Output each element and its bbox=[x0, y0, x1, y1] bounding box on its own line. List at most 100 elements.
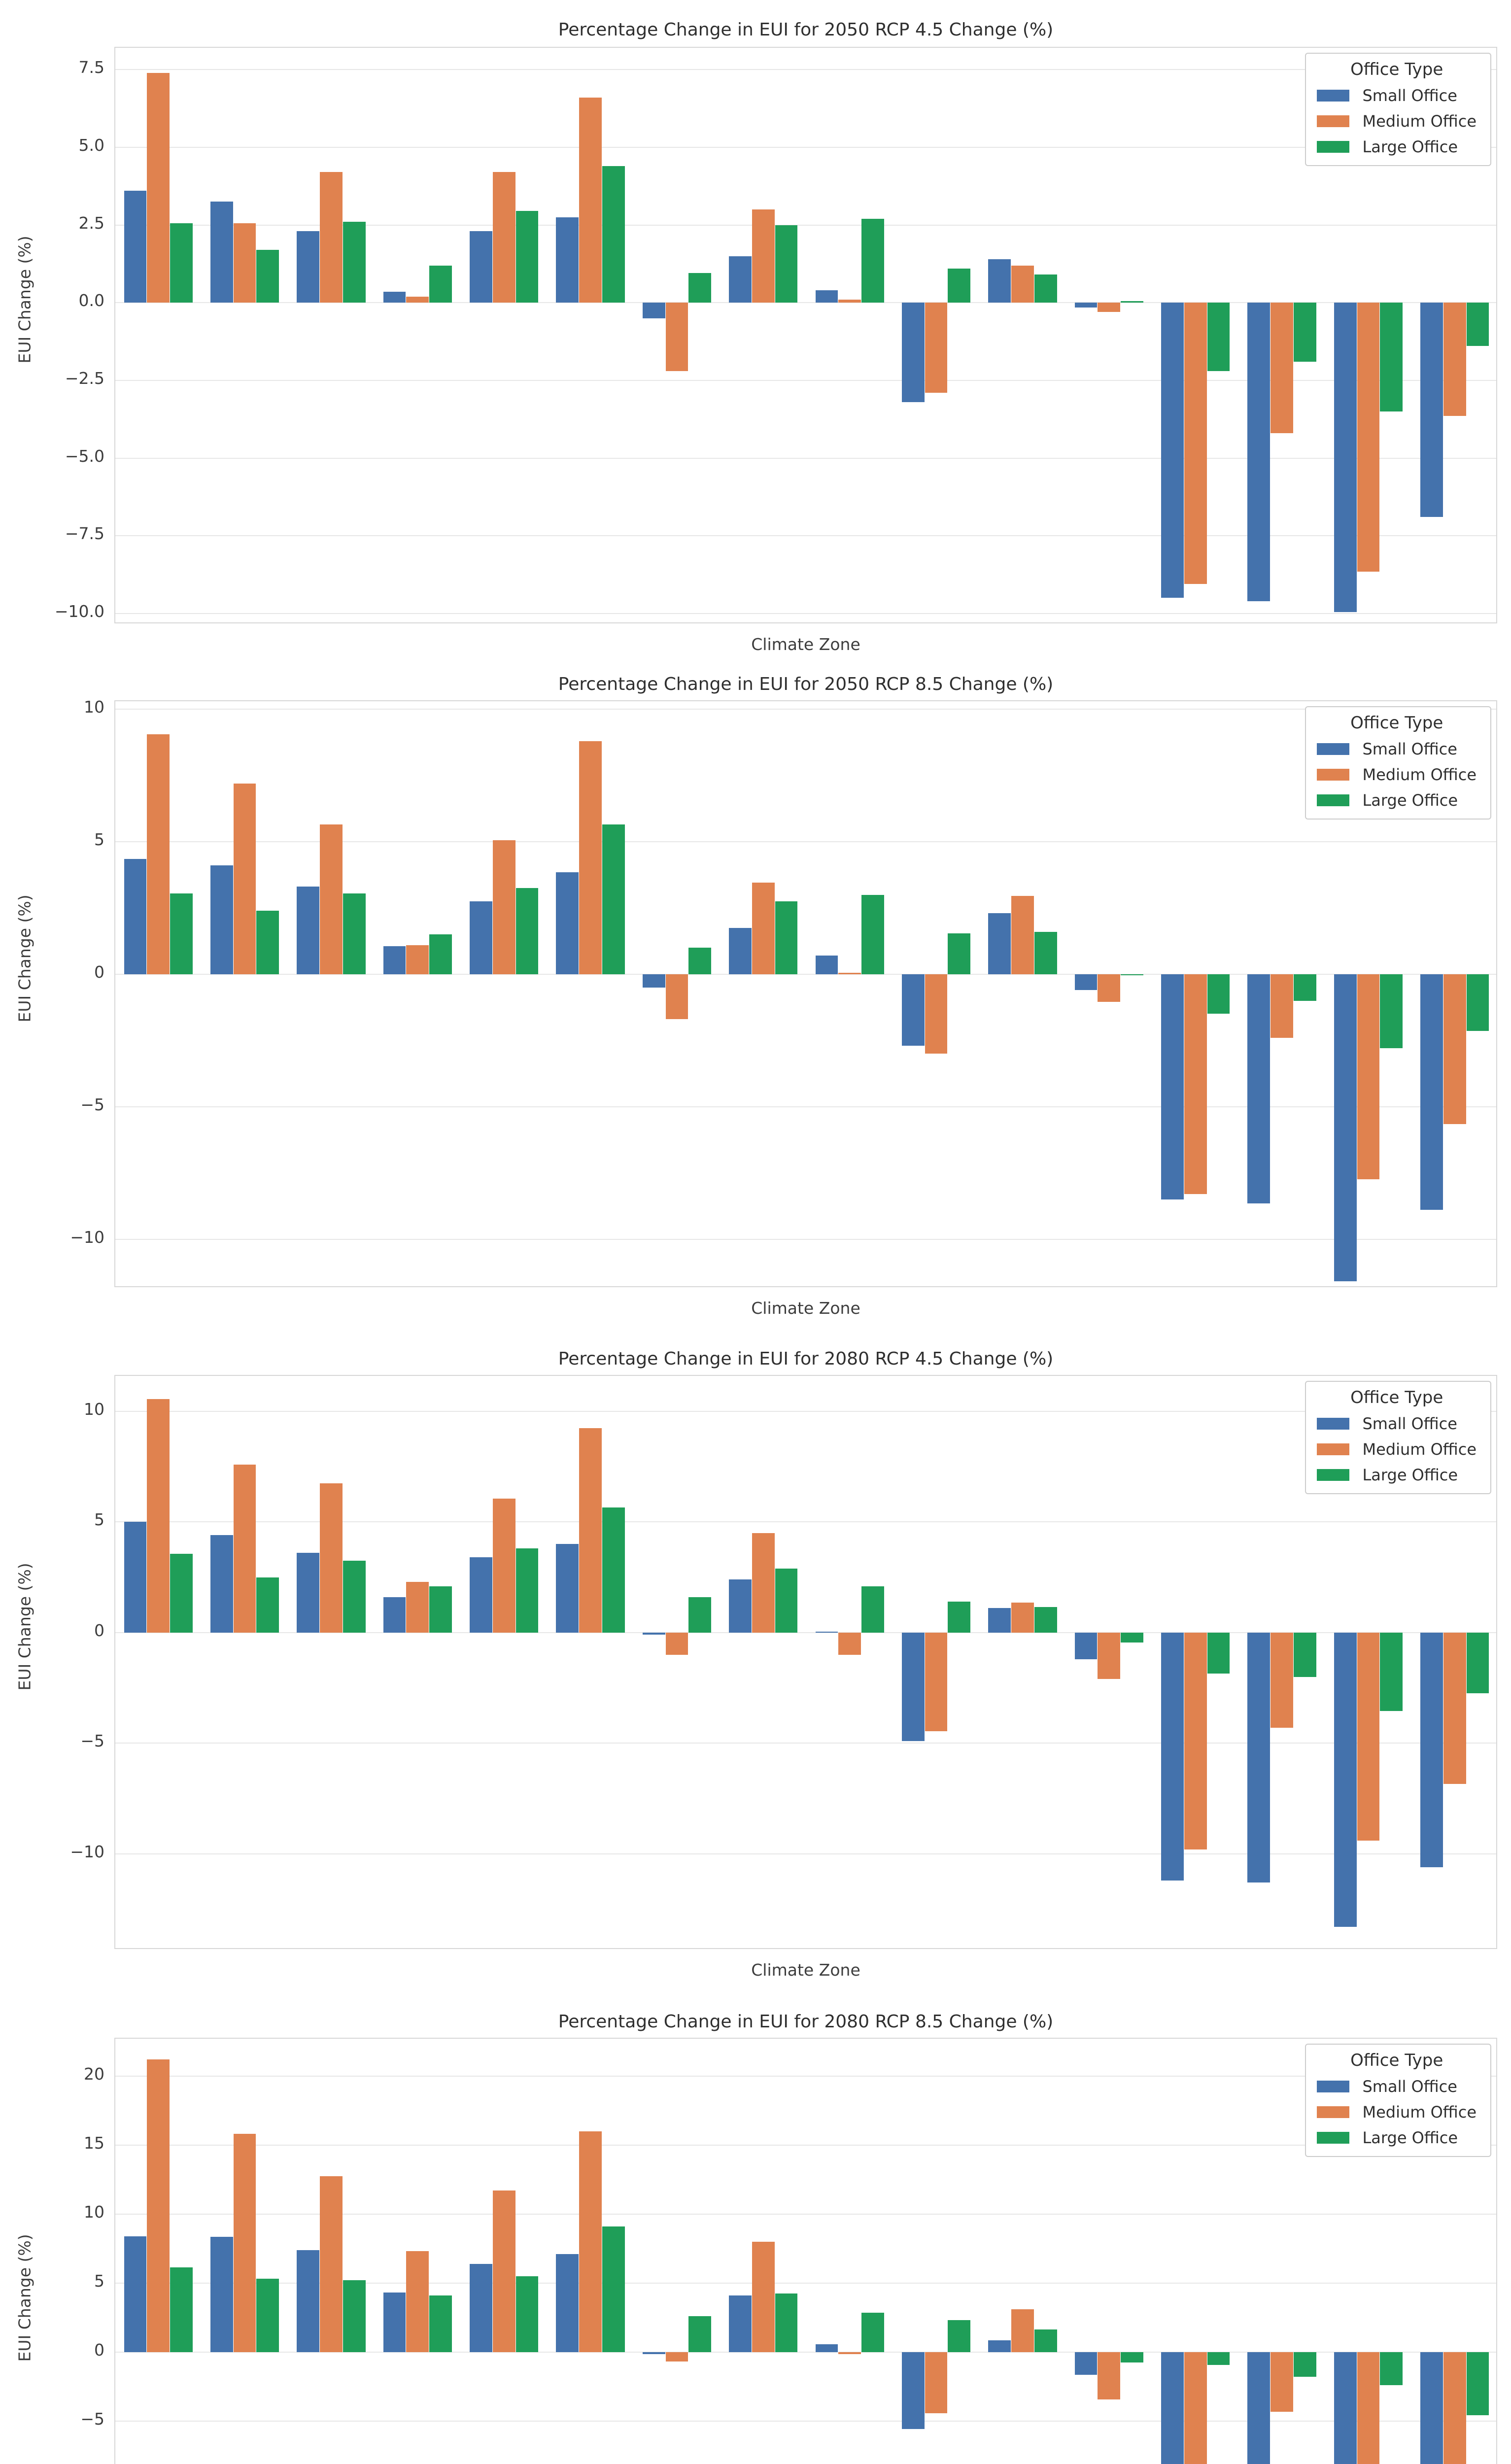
bar bbox=[752, 209, 775, 303]
bar bbox=[1247, 974, 1271, 1203]
bar bbox=[297, 887, 320, 974]
legend-row: Medium Office bbox=[1317, 2103, 1477, 2122]
bar bbox=[1293, 303, 1316, 362]
bar bbox=[320, 1483, 343, 1633]
bar bbox=[925, 974, 948, 1054]
legend-title: Office Type bbox=[1350, 1388, 1443, 1407]
legend-label: Small Office bbox=[1362, 740, 1457, 758]
chart-block-4: Percentage Change in EUI for 2080 RCP 8.… bbox=[0, 1993, 1511, 2464]
bar bbox=[602, 1507, 625, 1633]
bar bbox=[429, 934, 452, 974]
bar bbox=[1466, 974, 1489, 1031]
bar bbox=[1293, 2352, 1316, 2377]
y-tick-label: 10 bbox=[84, 2202, 104, 2222]
bar bbox=[1247, 1632, 1271, 1883]
legend-row: Small Office bbox=[1317, 740, 1477, 758]
bar bbox=[1207, 1632, 1230, 1674]
bar bbox=[1271, 1632, 1293, 1728]
bar bbox=[343, 2280, 366, 2352]
bar bbox=[1357, 974, 1380, 1180]
bar bbox=[1247, 2352, 1271, 2464]
gridline bbox=[115, 146, 1496, 148]
bar bbox=[642, 303, 665, 318]
bar bbox=[838, 2352, 861, 2354]
bar bbox=[1380, 303, 1403, 411]
bar bbox=[1420, 1632, 1443, 1867]
bar bbox=[579, 741, 602, 974]
bar bbox=[1293, 1632, 1316, 1677]
bar bbox=[602, 166, 625, 303]
bar bbox=[210, 2236, 233, 2352]
bar bbox=[642, 974, 665, 988]
gridline bbox=[115, 1106, 1496, 1107]
plot-area bbox=[114, 2038, 1497, 2464]
bar bbox=[124, 2236, 147, 2352]
legend-row: Large Office bbox=[1317, 137, 1477, 156]
bar bbox=[406, 1581, 429, 1633]
bar bbox=[383, 2293, 406, 2352]
bar bbox=[815, 956, 838, 974]
bar bbox=[256, 250, 279, 303]
gridline bbox=[115, 69, 1496, 70]
legend-label: Medium Office bbox=[1362, 2103, 1477, 2122]
bar bbox=[170, 2267, 193, 2352]
bar bbox=[556, 872, 579, 974]
bar bbox=[1161, 2352, 1184, 2464]
bar bbox=[752, 1533, 775, 1633]
y-axis-label: EUI Change (%) bbox=[15, 2234, 34, 2362]
legend-row: Medium Office bbox=[1317, 765, 1477, 784]
bar bbox=[688, 1597, 712, 1633]
bar bbox=[1420, 2352, 1443, 2464]
bar bbox=[1074, 1632, 1098, 1659]
y-tick-label: −2.5 bbox=[65, 368, 104, 388]
bar bbox=[1380, 974, 1403, 1049]
bar bbox=[729, 1579, 752, 1633]
legend-swatch-medium-office bbox=[1317, 1443, 1350, 1455]
bar bbox=[1184, 974, 1207, 1195]
bar bbox=[1357, 2352, 1380, 2464]
bar bbox=[515, 888, 539, 974]
y-tick-label: 0 bbox=[94, 2340, 104, 2360]
chart-block-3: Percentage Change in EUI for 2080 RCP 4.… bbox=[0, 1329, 1511, 1993]
bar bbox=[1271, 974, 1293, 1038]
bar bbox=[170, 1554, 193, 1633]
chart-title: Percentage Change in EUI for 2080 RCP 8.… bbox=[558, 2012, 1054, 2032]
bar bbox=[470, 901, 492, 974]
legend-row: Small Office bbox=[1317, 86, 1477, 105]
bar bbox=[492, 2190, 515, 2352]
bar bbox=[665, 2352, 688, 2362]
legend-swatch-medium-office bbox=[1317, 769, 1350, 781]
legend-swatch-large-office bbox=[1317, 794, 1350, 806]
bar bbox=[988, 2340, 1011, 2352]
gridline bbox=[115, 1743, 1496, 1744]
bar bbox=[1443, 2352, 1466, 2464]
bar bbox=[1466, 2352, 1489, 2416]
y-tick-label: 5.0 bbox=[78, 135, 104, 155]
bar bbox=[1184, 2352, 1207, 2464]
bar bbox=[320, 824, 343, 974]
bar bbox=[1034, 274, 1057, 303]
bar bbox=[901, 974, 925, 1046]
bar bbox=[233, 1464, 256, 1633]
bar bbox=[556, 1544, 579, 1633]
bar bbox=[1420, 974, 1443, 1210]
bar bbox=[233, 783, 256, 974]
bar bbox=[948, 933, 971, 974]
y-tick-label: −5 bbox=[80, 1731, 104, 1751]
bar bbox=[1121, 2352, 1143, 2362]
bar bbox=[1443, 974, 1466, 1124]
y-tick-label: 20 bbox=[84, 2064, 104, 2084]
bar bbox=[775, 901, 798, 974]
legend-label: Small Office bbox=[1362, 1414, 1457, 1433]
bar bbox=[729, 256, 752, 303]
gridline bbox=[115, 709, 1496, 710]
y-tick-label: 5 bbox=[94, 829, 104, 849]
bar bbox=[492, 1499, 515, 1633]
bar bbox=[1074, 303, 1098, 308]
bar bbox=[233, 223, 256, 303]
bar bbox=[665, 1632, 688, 1655]
gridline bbox=[115, 613, 1496, 614]
bar bbox=[988, 1608, 1011, 1633]
legend-row: Medium Office bbox=[1317, 1440, 1477, 1459]
